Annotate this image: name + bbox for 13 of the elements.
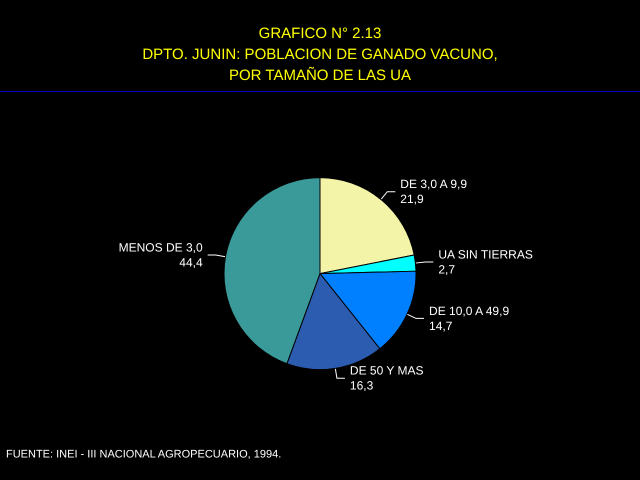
data-label: 2,7 — [438, 262, 456, 276]
slice-label: DE 50 Y MAS — [350, 364, 424, 378]
data-label: 21,9 — [400, 192, 424, 206]
slice-label: DE 3,0 A 9,9 — [400, 177, 468, 192]
slice-label: MENOS DE 3,0 — [118, 240, 203, 255]
data-label: 16,3 — [350, 378, 374, 393]
data-label: 14,7 — [429, 318, 453, 333]
data-label: 44,4 — [179, 256, 203, 270]
chart-title: GRAFICO N° 2.13 — [258, 25, 382, 42]
slice-label: UA SIN TIERRAS — [438, 247, 533, 262]
source-note: FUENTE: INEI - III NACIONAL AGROPECUARIO, 1994. — [6, 448, 282, 460]
slice-label: DE 10,0 A 49,9 — [429, 304, 510, 318]
chart-subtitle: DPTO. JUNIN: POBLACION DE GANADO VACUNO, POR TAMAÑO DE LAS UA — [142, 46, 498, 84]
